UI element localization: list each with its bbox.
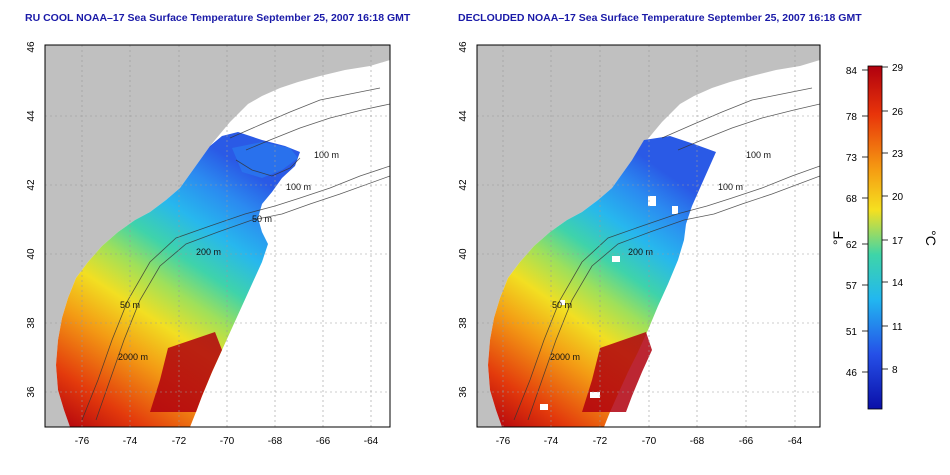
celsius-unit-label: °C: [923, 230, 939, 246]
right-map-sst-field: [488, 136, 716, 427]
celsius-tick: 17: [892, 236, 904, 247]
fahrenheit-tick: 84: [846, 66, 858, 77]
lon-tick-label: -76: [496, 436, 511, 447]
lon-tick-label: -64: [364, 436, 379, 447]
fahrenheit-unit-label: °F: [830, 231, 846, 245]
left-map-contour-label: 100 m: [314, 150, 339, 160]
left-map-contour-label: 2000 m: [118, 352, 148, 362]
lat-tick-label: 38: [458, 317, 469, 329]
colorbar-celsius-ticks: 29 26 23 20 17 14 11 8: [892, 63, 904, 376]
right-map-title: DECLOUDED NOAA–17 Sea Surface Temperatur…: [458, 12, 862, 24]
lon-tick-label: -68: [268, 436, 283, 447]
lat-tick-label: 46: [458, 41, 469, 53]
right-map-contour-label: 100 m: [746, 150, 771, 160]
lon-tick-label: -76: [75, 436, 90, 447]
fahrenheit-tick: 57: [846, 281, 858, 292]
left-map-cold-gulf: [232, 142, 298, 178]
right-map-contour-label: 2000 m: [550, 352, 580, 362]
right-map-frame: [476, 44, 821, 428]
fahrenheit-tick: 73: [846, 153, 858, 164]
fahrenheit-tick: 46: [846, 368, 858, 379]
fahrenheit-tick: 78: [846, 112, 858, 123]
left-map-lon-axis: -76 -74 -72 -70 -68 -66 -64: [75, 436, 379, 447]
lat-tick-label: 46: [26, 41, 37, 53]
lon-tick-label: -70: [220, 436, 235, 447]
lon-tick-label: -64: [788, 436, 803, 447]
lon-tick-label: -66: [316, 436, 331, 447]
celsius-tick: 20: [892, 192, 904, 203]
lat-tick-label: 36: [26, 386, 37, 398]
right-map-gridlines: [477, 45, 820, 427]
lon-tick-label: -74: [544, 436, 559, 447]
lat-tick-label: 36: [458, 386, 469, 398]
right-map-contour-label: 100 m: [718, 182, 743, 192]
right-map-lat-axis: 36 38 40 42 44 46: [458, 41, 469, 398]
celsius-tick: 26: [892, 107, 904, 118]
right-map-contour-label: 50 m: [552, 300, 572, 310]
left-map-title: RU COOL NOAA–17 Sea Surface Temperature …: [25, 12, 411, 24]
lat-tick-label: 44: [458, 110, 469, 122]
celsius-tick: 8: [892, 365, 898, 376]
left-map: 100 m 100 m 50 m 200 m 50 m 2000 m 36 38…: [26, 41, 391, 447]
lat-tick-label: 42: [458, 179, 469, 191]
colorbar: 84 78 73 68 62 57 51 46 29 26 23 20 17 1…: [830, 63, 939, 410]
left-map-contour-label: 100 m: [286, 182, 311, 192]
lon-tick-label: -70: [642, 436, 657, 447]
left-map-contour-label: 200 m: [196, 247, 221, 257]
lat-tick-label: 38: [26, 317, 37, 329]
left-map-land: [45, 45, 390, 427]
lat-tick-label: 44: [26, 110, 37, 122]
left-map-lat-axis: 36 38 40 42 44 46: [26, 41, 37, 398]
lat-tick-label: 40: [458, 248, 469, 260]
lon-tick-label: -74: [123, 436, 138, 447]
right-map-lon-axis: -76 -74 -72 -70 -68 -66 -64: [496, 436, 803, 447]
lon-tick-label: -72: [593, 436, 608, 447]
right-map: 100 m 100 m 200 m 50 m 2000 m 36 38 40 4…: [458, 41, 821, 447]
lat-tick-label: 40: [26, 248, 37, 260]
left-map-contour-label: 50 m: [252, 214, 272, 224]
fahrenheit-tick: 51: [846, 327, 858, 338]
left-map-warm-core: [150, 332, 222, 412]
right-map-bathymetry-contours: [513, 87, 820, 421]
lon-tick-label: -72: [172, 436, 187, 447]
left-map-sst-field: [56, 132, 300, 427]
left-map-gridlines: [45, 45, 390, 427]
celsius-tick: 14: [892, 278, 904, 289]
lat-tick-label: 42: [26, 179, 37, 191]
lon-tick-label: -66: [739, 436, 754, 447]
right-map-land: [477, 45, 820, 427]
right-map-cloud-gaps: [540, 196, 678, 410]
right-map-contour-label: 200 m: [628, 247, 653, 257]
fahrenheit-tick: 68: [846, 194, 858, 205]
celsius-tick: 29: [892, 63, 904, 74]
celsius-tick: 23: [892, 149, 904, 160]
left-map-bathymetry-contours: [81, 87, 390, 421]
celsius-tick: 11: [892, 322, 903, 333]
colorbar-scale: [867, 65, 883, 410]
fahrenheit-tick: 62: [846, 240, 858, 251]
lon-tick-label: -68: [690, 436, 705, 447]
colorbar-fahrenheit-ticks: 84 78 73 68 62 57 51 46: [846, 66, 858, 379]
left-map-frame: [44, 44, 391, 428]
